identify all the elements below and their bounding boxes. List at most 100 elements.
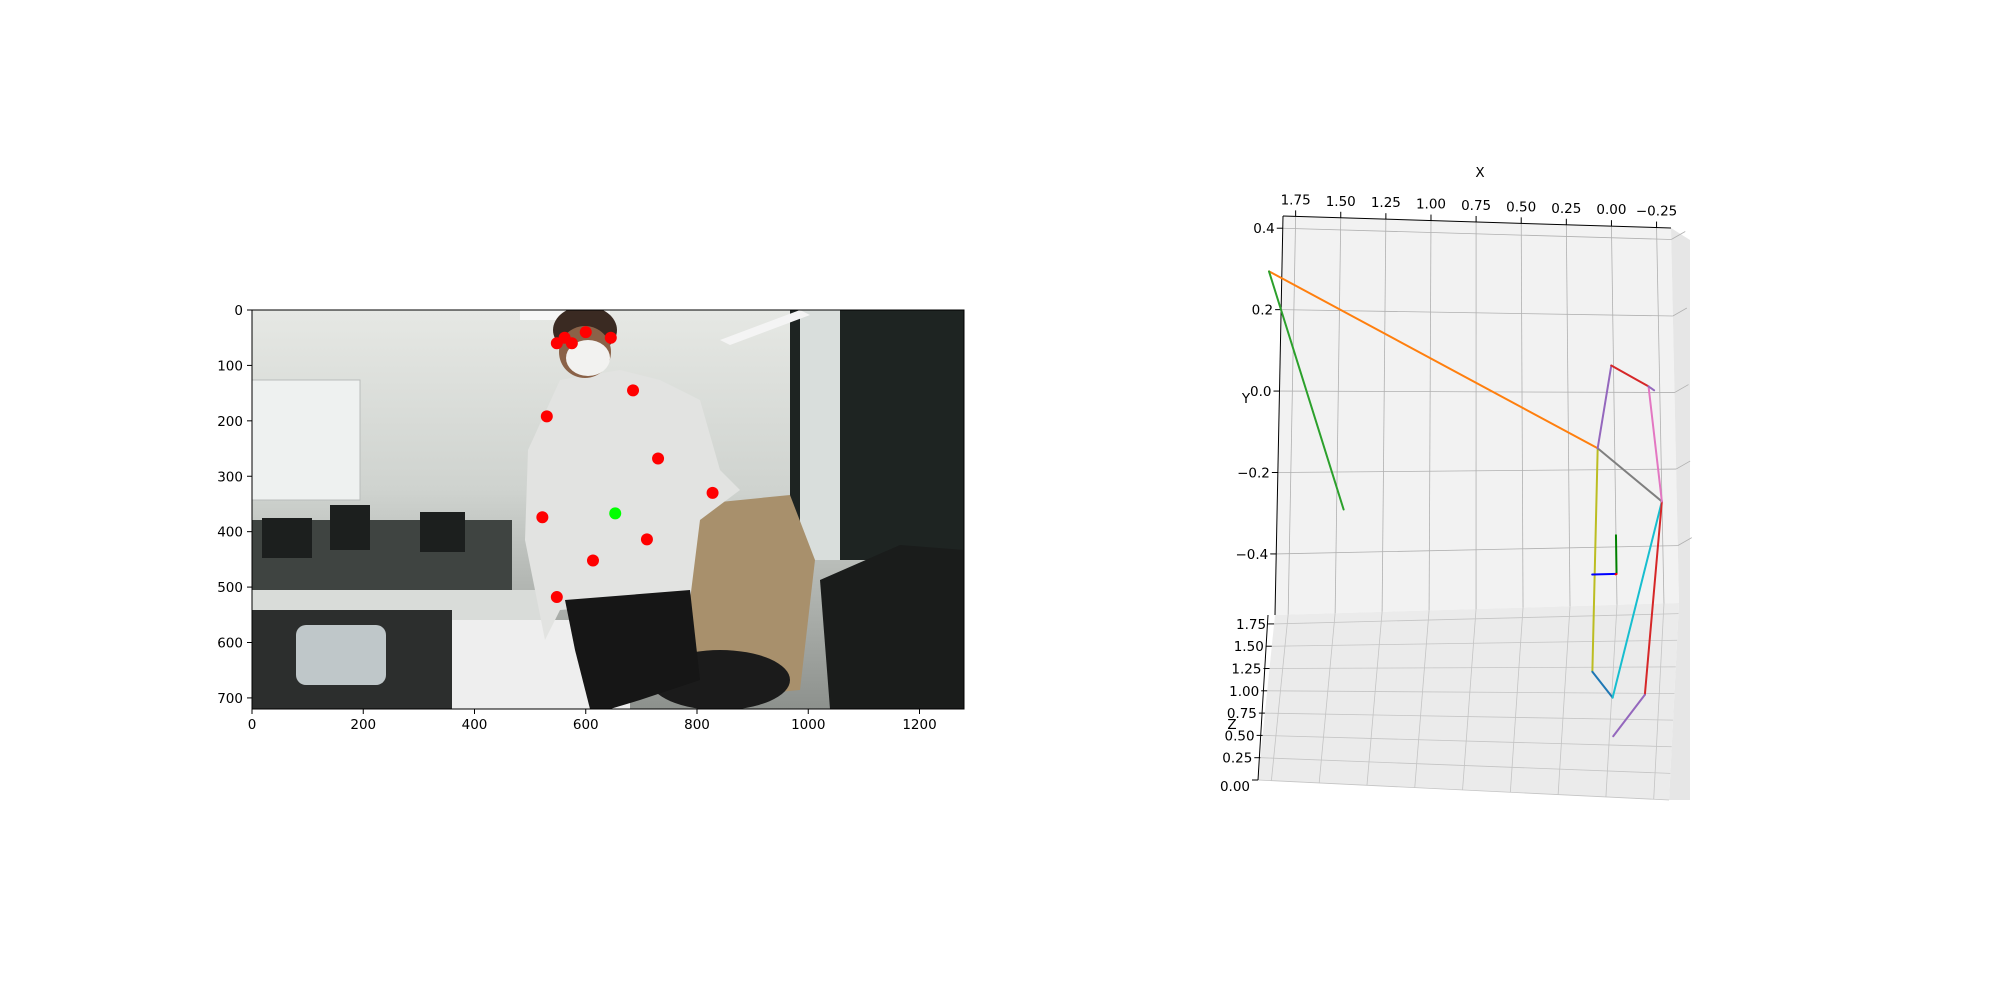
keypoint <box>565 337 578 350</box>
x-tick-label: 800 <box>684 717 710 733</box>
floor-gridline <box>1509 607 1524 793</box>
x-tick-label: 400 <box>462 717 488 733</box>
3d-back-pane <box>1275 216 1679 615</box>
floor-gridline <box>1270 614 1289 781</box>
3d-axes: 1.75 1.50 1.25 1.00 0.75 0.50 0.25 0.00 −0.25 0.4… <box>1220 165 1692 801</box>
side-gridline <box>1675 460 1691 470</box>
skeleton-segment <box>1612 693 1646 738</box>
x-gridline <box>1334 217 1342 614</box>
floor-gridline <box>1257 779 1670 801</box>
skeleton-segment <box>1268 270 1599 450</box>
3d-side-pane <box>1669 228 1690 800</box>
side-gridline <box>1677 537 1692 546</box>
floor-gridline <box>1262 735 1672 748</box>
skeleton-segment <box>1591 447 1599 673</box>
x-tick-label: −0.25 <box>1636 204 1677 220</box>
y-gridline <box>1281 309 1673 317</box>
skeleton-segment <box>1268 270 1345 511</box>
keypoint <box>536 511 549 524</box>
floor-gridline <box>1605 604 1618 797</box>
z-tick-label: 1.50 <box>1234 639 1264 655</box>
keypoint <box>706 486 719 499</box>
image-axes: 0 200 400 600 800 1000 1200 0 100 200 300 400 500 600… <box>217 303 965 733</box>
floor-gridline <box>1269 666 1676 669</box>
x-tick-label: 1.00 <box>1416 197 1446 213</box>
x-tick-label: 0.75 <box>1461 198 1491 214</box>
x-tick-label: 1000 <box>791 717 825 733</box>
floor-gridline <box>1557 606 1571 795</box>
keypoint <box>627 384 640 397</box>
y-tick-label: 0.0 <box>1250 384 1271 400</box>
y-tick-label: −0.2 <box>1237 466 1270 482</box>
z-tick-label: 0.50 <box>1225 728 1255 744</box>
x-gridline <box>1520 223 1524 608</box>
y-gridline <box>1277 468 1677 473</box>
keypoint <box>640 533 653 546</box>
x-gridline <box>1381 219 1387 612</box>
x-tick-label: 600 <box>573 717 599 733</box>
y-tick-label: 400 <box>217 525 243 541</box>
x-gridline <box>1428 220 1432 611</box>
y-gridline <box>1276 545 1678 555</box>
side-gridline <box>1672 307 1688 317</box>
floor-gridline <box>1414 610 1430 788</box>
x-tick-label: 1.75 <box>1281 192 1311 208</box>
x-tick-label: 0 <box>248 717 257 733</box>
floor-gridline <box>1271 639 1678 647</box>
x-gridline <box>1565 224 1571 607</box>
keypoint <box>652 452 665 465</box>
z-tick-label: 1.00 <box>1229 684 1259 700</box>
keypoint <box>540 410 553 423</box>
skeleton-segment <box>1614 534 1618 575</box>
keypoint <box>604 331 617 344</box>
x-tick-label: 1.25 <box>1371 195 1401 211</box>
y-tick-label: 300 <box>217 469 243 485</box>
y-tick-label: 100 <box>217 358 243 374</box>
y-tick-label: 0.2 <box>1252 303 1273 319</box>
y-tick-label: 0 <box>234 303 243 319</box>
y-axis-label: Y <box>1241 391 1251 407</box>
floor-gridline <box>1462 608 1477 790</box>
y-tick-label: 700 <box>217 691 243 707</box>
side-gridline <box>1674 384 1689 393</box>
x-gridline <box>1656 227 1665 604</box>
x-tick-label: 0.00 <box>1596 202 1626 218</box>
y-tick-label: 500 <box>217 580 243 596</box>
skeleton-segment <box>1596 447 1663 503</box>
x-tick-label: 1200 <box>902 717 936 733</box>
photo-background <box>252 310 964 709</box>
floor-gridline <box>1366 611 1383 786</box>
y-gridline <box>1279 390 1675 393</box>
3d-gridlines <box>1257 216 1692 801</box>
z-tick-label: 0.00 <box>1220 779 1250 795</box>
3d-floor-pane <box>1258 603 1679 800</box>
x-tick-label: 0.50 <box>1506 199 1536 215</box>
y-tick-label: 200 <box>217 414 243 430</box>
image-axis-ticks: 0 200 400 600 800 1000 1200 0 100 200 300 400 500 600… <box>217 303 936 733</box>
x-axis-label: X <box>1475 165 1484 181</box>
keypoint <box>550 591 563 604</box>
skeleton-segment <box>1591 572 1618 576</box>
floor-gridline <box>1274 613 1679 625</box>
z-axis-label: Z <box>1227 717 1236 733</box>
skeleton-segment <box>1596 364 1613 450</box>
floor-gridline <box>1267 690 1675 694</box>
skeleton-lines <box>1268 270 1663 738</box>
keypoints <box>536 326 719 604</box>
skeleton-segment <box>1611 500 1663 699</box>
x-tick-label: 200 <box>350 717 376 733</box>
keypoint <box>609 507 622 520</box>
z-tick-label: 1.25 <box>1231 662 1261 678</box>
x-tick-label: 1.50 <box>1326 194 1356 210</box>
y-gridline <box>1282 227 1672 240</box>
z-tick-label: 0.25 <box>1222 751 1252 767</box>
keypoint <box>579 326 592 339</box>
skeleton-segment <box>1610 364 1650 388</box>
keypoint <box>586 554 599 567</box>
z-tick-label: 1.75 <box>1236 617 1266 633</box>
3d-axis-ticks: 1.75 1.50 1.25 1.00 0.75 0.50 0.25 0.00 −0.25 0.4… <box>1220 192 1677 795</box>
x-gridline <box>1287 216 1297 615</box>
skeleton-segment <box>1643 500 1663 696</box>
skeleton-segment <box>1591 670 1614 699</box>
